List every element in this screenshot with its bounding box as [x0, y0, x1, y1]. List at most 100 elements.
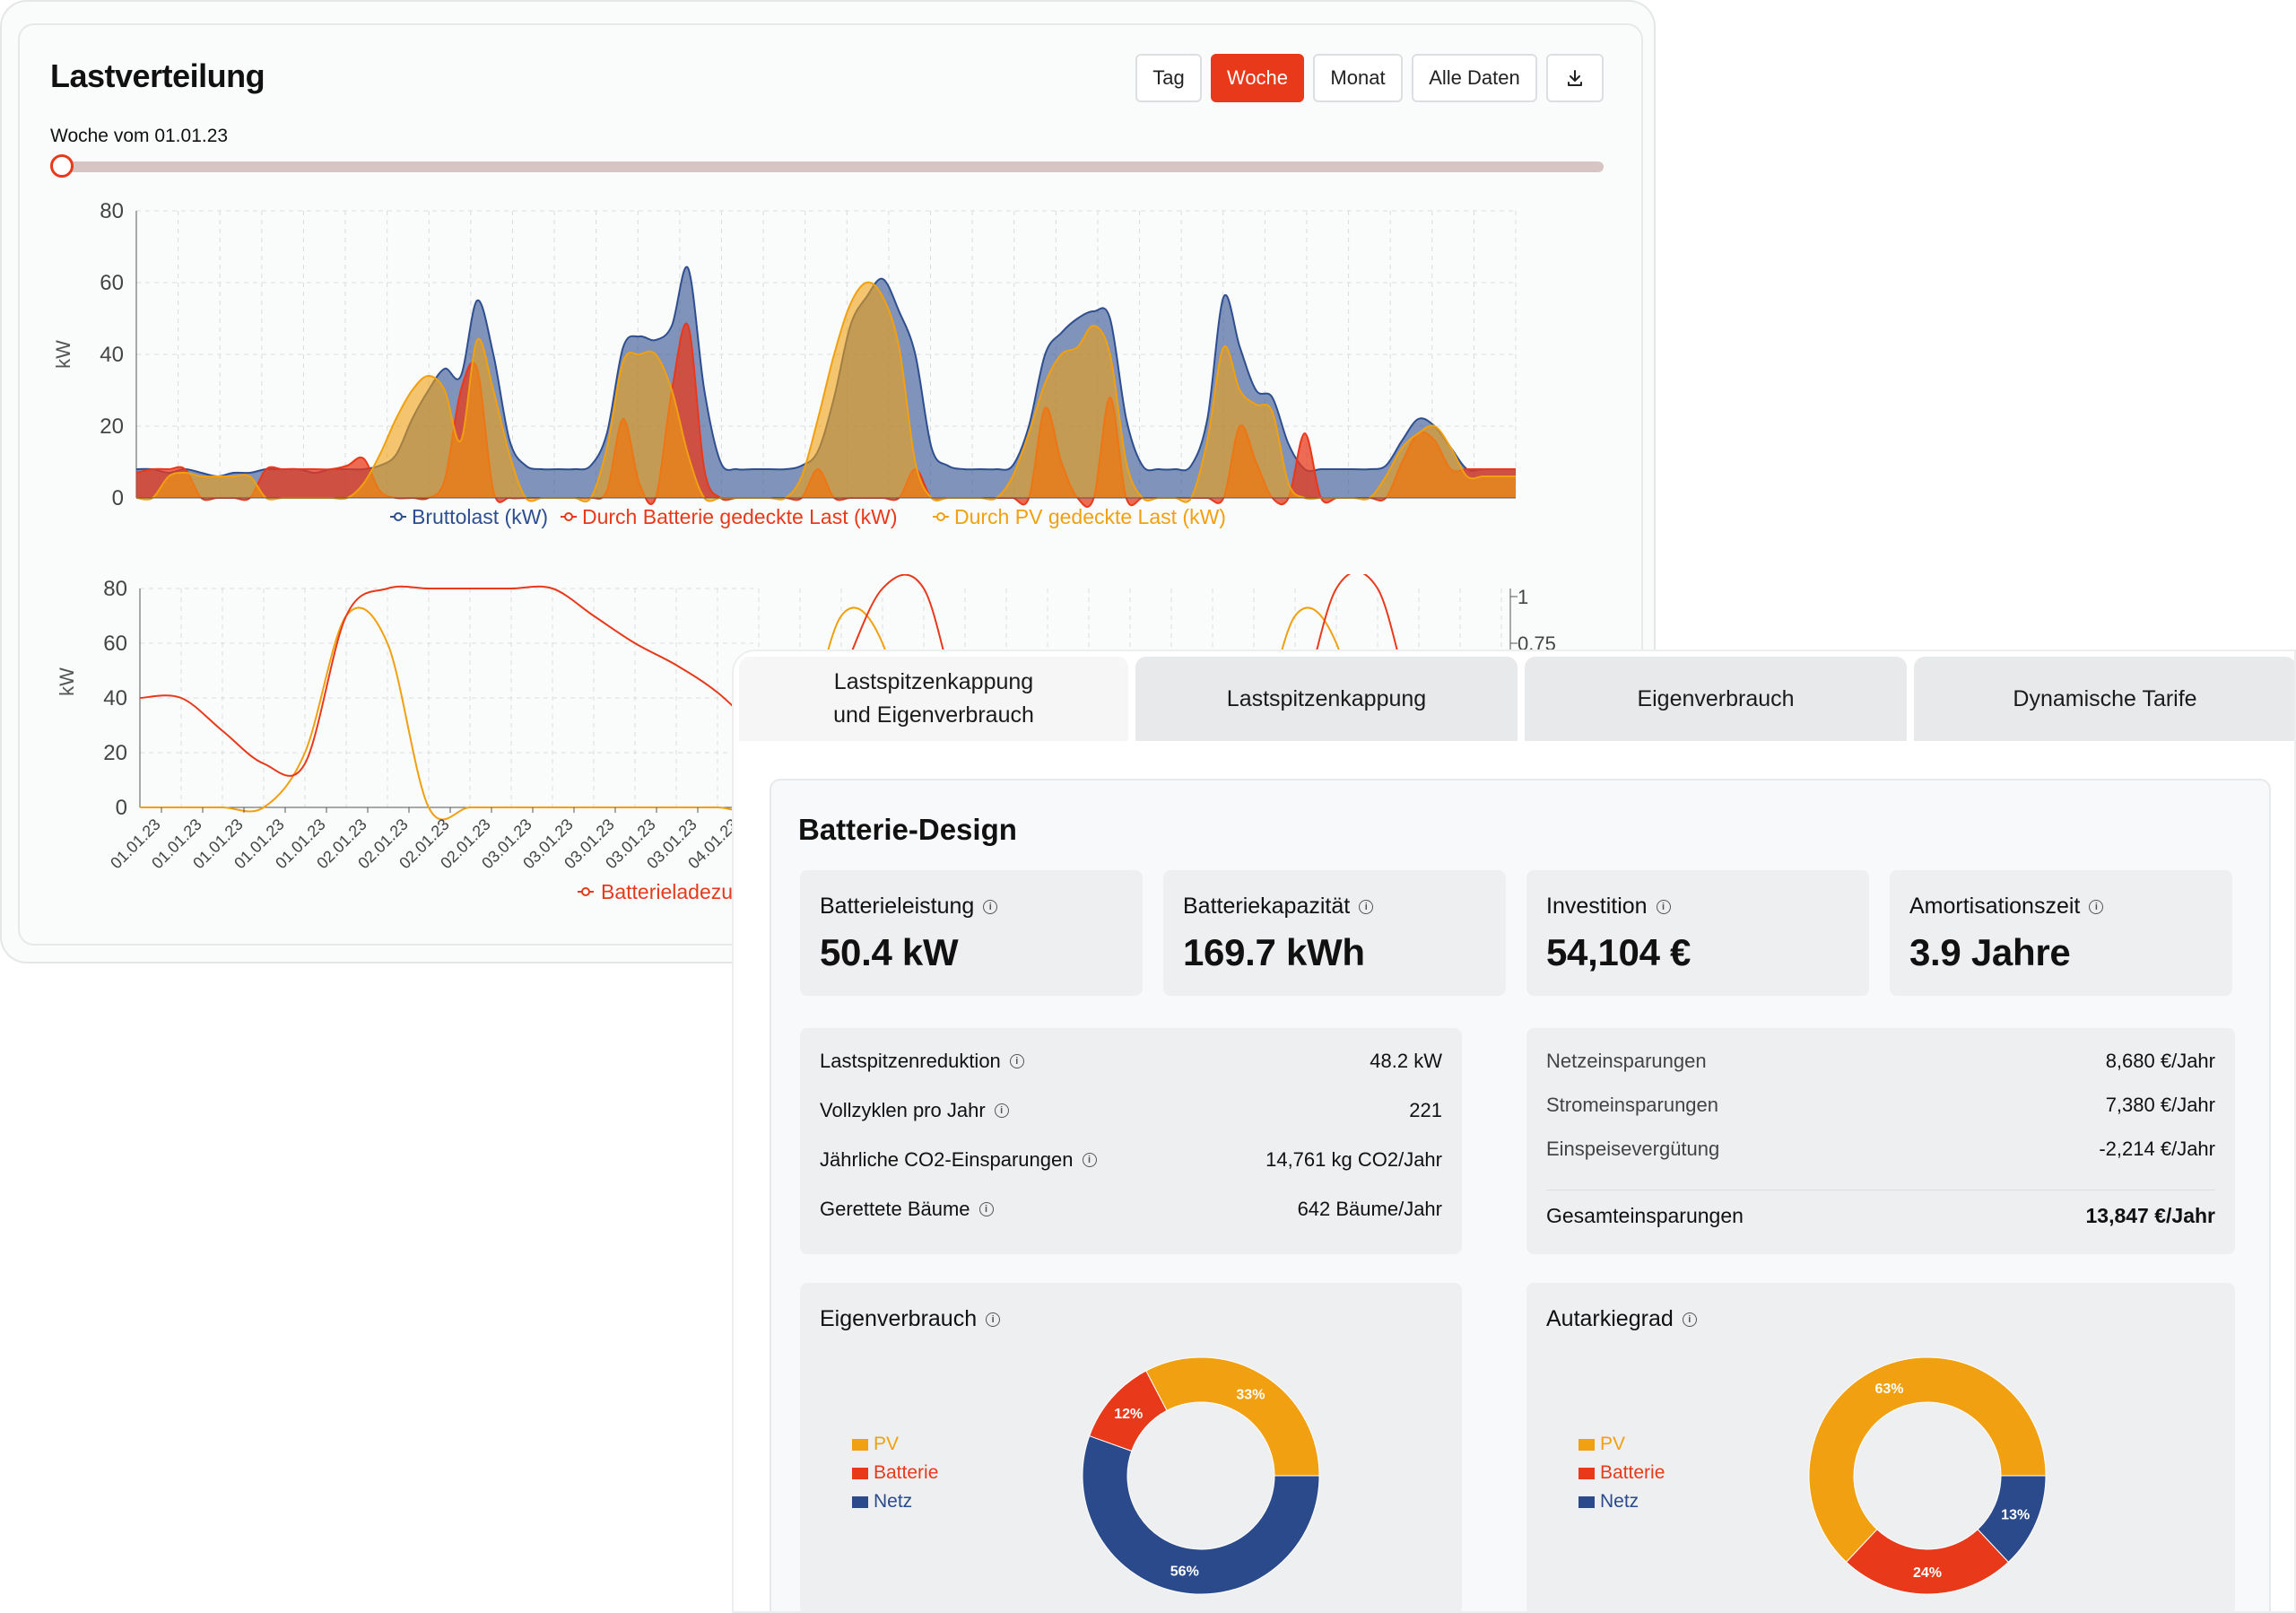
self-consumption-donut: 33% 12% 56% — [1082, 1356, 1320, 1595]
info-icon[interactable]: i — [983, 899, 998, 914]
tab-peak-shaving[interactable]: Lastspitzenkappung — [1135, 657, 1518, 741]
donut-slice-label: 13% — [2001, 1507, 2030, 1522]
donut-slice-label: 24% — [1913, 1565, 1942, 1581]
series-area — [136, 282, 1516, 502]
legend-swatch — [1578, 1495, 1595, 1508]
stat-row: Einspeisevergütung -2,214 €/Jahr — [1546, 1138, 2215, 1161]
y-tick-label: 40 — [100, 343, 124, 367]
y-tick-label: 80 — [100, 199, 124, 223]
series-line — [140, 606, 1501, 821]
legend-swatch — [1578, 1438, 1595, 1451]
donut-slice — [1145, 1356, 1320, 1477]
range-week-button[interactable]: Woche — [1211, 54, 1304, 102]
info-icon[interactable]: i — [994, 1103, 1009, 1118]
tab-peak-shaving-self-consumption[interactable]: Lastspitzenkappung und Eigenverbrauch — [739, 657, 1128, 741]
info-icon[interactable]: i — [2089, 899, 2104, 914]
info-icon[interactable]: i — [1009, 1054, 1024, 1068]
y-tick-label: 20 — [103, 741, 127, 765]
legend-label: Durch Batterie gedeckte Last (kW) — [582, 505, 898, 528]
info-icon[interactable]: i — [986, 1312, 1001, 1327]
week-slider-track[interactable] — [63, 161, 1604, 172]
design-title: Batterie-Design — [798, 813, 1017, 846]
technical-stats: Lastspitzenreduktion i 48.2 kW Vollzyklen… — [800, 1028, 1462, 1254]
tab-label-line2: und Eigenverbrauch — [833, 702, 1034, 728]
legend-label: Batterie — [1600, 1462, 1665, 1483]
donut-slice — [1977, 1475, 2047, 1563]
stat-row: Gerettete Bäume i 642 Bäume/Jahr — [820, 1198, 1442, 1221]
stat-row: Lastspitzenreduktion i 48.2 kW — [820, 1050, 1442, 1073]
kpi-value: 3.9 Jahre — [1909, 931, 2071, 973]
stat-label: Gerettete Bäume — [820, 1198, 970, 1220]
kpi-battery-capacity: Batteriekapazität i 169.7 kWh — [1163, 870, 1506, 996]
y-tick-label: 60 — [100, 271, 124, 295]
kpi-label: Batterieleistung — [820, 894, 975, 919]
legend-label: PV — [1600, 1434, 1626, 1454]
stat-label: Jährliche CO2-Einsparungen — [820, 1148, 1074, 1171]
tab-dynamic-tariffs[interactable]: Dynamische Tarife — [1914, 657, 2294, 741]
y-tick-label: 80 — [103, 577, 127, 601]
stat-row: Netzeinsparungen 8,680 €/Jahr — [1546, 1050, 2215, 1073]
week-slider-thumb[interactable] — [50, 154, 74, 178]
legend-marker — [564, 512, 573, 521]
kpi-label: Investition — [1546, 894, 1648, 919]
total-label: Gesamteinsparungen — [1546, 1204, 1744, 1227]
y-tick-label: 0 — [116, 796, 127, 820]
range-all-button[interactable]: Alle Daten — [1412, 54, 1537, 102]
kpi-payback-time: Amortisationszeit i 3.9 Jahre — [1890, 870, 2232, 996]
legend-item-battery[interactable]: Batterie — [1578, 1459, 1665, 1487]
legend-item-pv[interactable]: PV — [1578, 1430, 1665, 1459]
load-area-chart: 0 20 40 60 80 kW Bruttolast (kW) Durch Batterie… — [52, 199, 1517, 528]
stat-label: Einspeisevergütung — [1546, 1138, 1720, 1160]
tab-label-line1: Lastspitzenkappung — [833, 669, 1034, 694]
info-icon[interactable]: i — [978, 1202, 994, 1216]
info-icon[interactable]: i — [1656, 899, 1671, 914]
donut-slice-label: 63% — [1874, 1382, 1903, 1397]
legend-label: Durch PV gedeckte Last (kW) — [954, 505, 1226, 528]
legend-label: Batterie — [874, 1462, 939, 1483]
tab-self-consumption[interactable]: Eigenverbrauch — [1525, 657, 1907, 741]
y-axis-label: kW — [56, 667, 78, 696]
week-label: Woche vom 01.01.23 — [50, 126, 229, 146]
legend-swatch — [852, 1438, 868, 1451]
stat-value: 642 Bäume/Jahr — [1297, 1198, 1442, 1220]
stat-value: 221 — [1409, 1099, 1442, 1121]
stat-label: Vollzyklen pro Jahr — [820, 1099, 986, 1121]
legend-label: Netz — [874, 1491, 913, 1512]
legend-marker — [581, 887, 590, 896]
stat-row: Vollzyklen pro Jahr i 221 — [820, 1099, 1442, 1122]
legend-item-grid[interactable]: Netz — [1578, 1487, 1665, 1516]
info-icon[interactable]: i — [1682, 1312, 1697, 1327]
download-button[interactable] — [1546, 54, 1604, 102]
y-axis-label: kW — [52, 340, 74, 369]
legend-label: Netz — [1600, 1491, 1639, 1512]
range-day-button[interactable]: Tag — [1135, 54, 1202, 102]
legend-item-grid[interactable]: Netz — [852, 1487, 938, 1516]
legend-item-battery[interactable]: Batterie — [852, 1459, 938, 1487]
legend-swatch — [1578, 1467, 1595, 1479]
info-icon[interactable]: i — [1359, 899, 1374, 914]
kpi-label: Batteriekapazität — [1183, 894, 1351, 919]
stat-row: Jährliche CO2-Einsparungen i 14,761 kg CO… — [820, 1148, 1442, 1172]
savings-stats: Netzeinsparungen 8,680 €/Jahr Stromeinsp… — [1526, 1028, 2235, 1254]
stat-value: -2,214 €/Jahr — [2099, 1138, 2215, 1160]
stat-value: 48.2 kW — [1370, 1050, 1442, 1072]
donut-legend: PV Batterie Netz — [852, 1430, 938, 1516]
total-value: 13,847 €/Jahr — [2085, 1204, 2215, 1227]
kpi-battery-power: Batterieleistung i 50.4 kW — [800, 870, 1143, 996]
kpi-value: 169.7 kWh — [1183, 931, 1365, 973]
range-month-button[interactable]: Monat — [1313, 54, 1403, 102]
stat-value: 8,680 €/Jahr — [2105, 1050, 2215, 1072]
kpi-value: 50.4 kW — [820, 931, 959, 973]
legend-item-pv[interactable]: PV — [852, 1430, 938, 1459]
stat-label: Netzeinsparungen — [1546, 1050, 1707, 1072]
download-icon — [1568, 70, 1582, 86]
donut-slice-label: 56% — [1170, 1564, 1199, 1579]
y-tick-label: 40 — [103, 686, 127, 711]
y2-tick-label: 1 — [1518, 586, 1528, 608]
kpi-label: Amortisationszeit — [1909, 894, 2081, 919]
info-icon[interactable]: i — [1082, 1153, 1097, 1167]
kpi-investment: Investition i 54,104 € — [1526, 870, 1869, 996]
donut-slice-label: 33% — [1236, 1387, 1265, 1402]
legend-label: PV — [874, 1434, 900, 1454]
donut-legend: PV Batterie Netz — [1578, 1430, 1665, 1516]
